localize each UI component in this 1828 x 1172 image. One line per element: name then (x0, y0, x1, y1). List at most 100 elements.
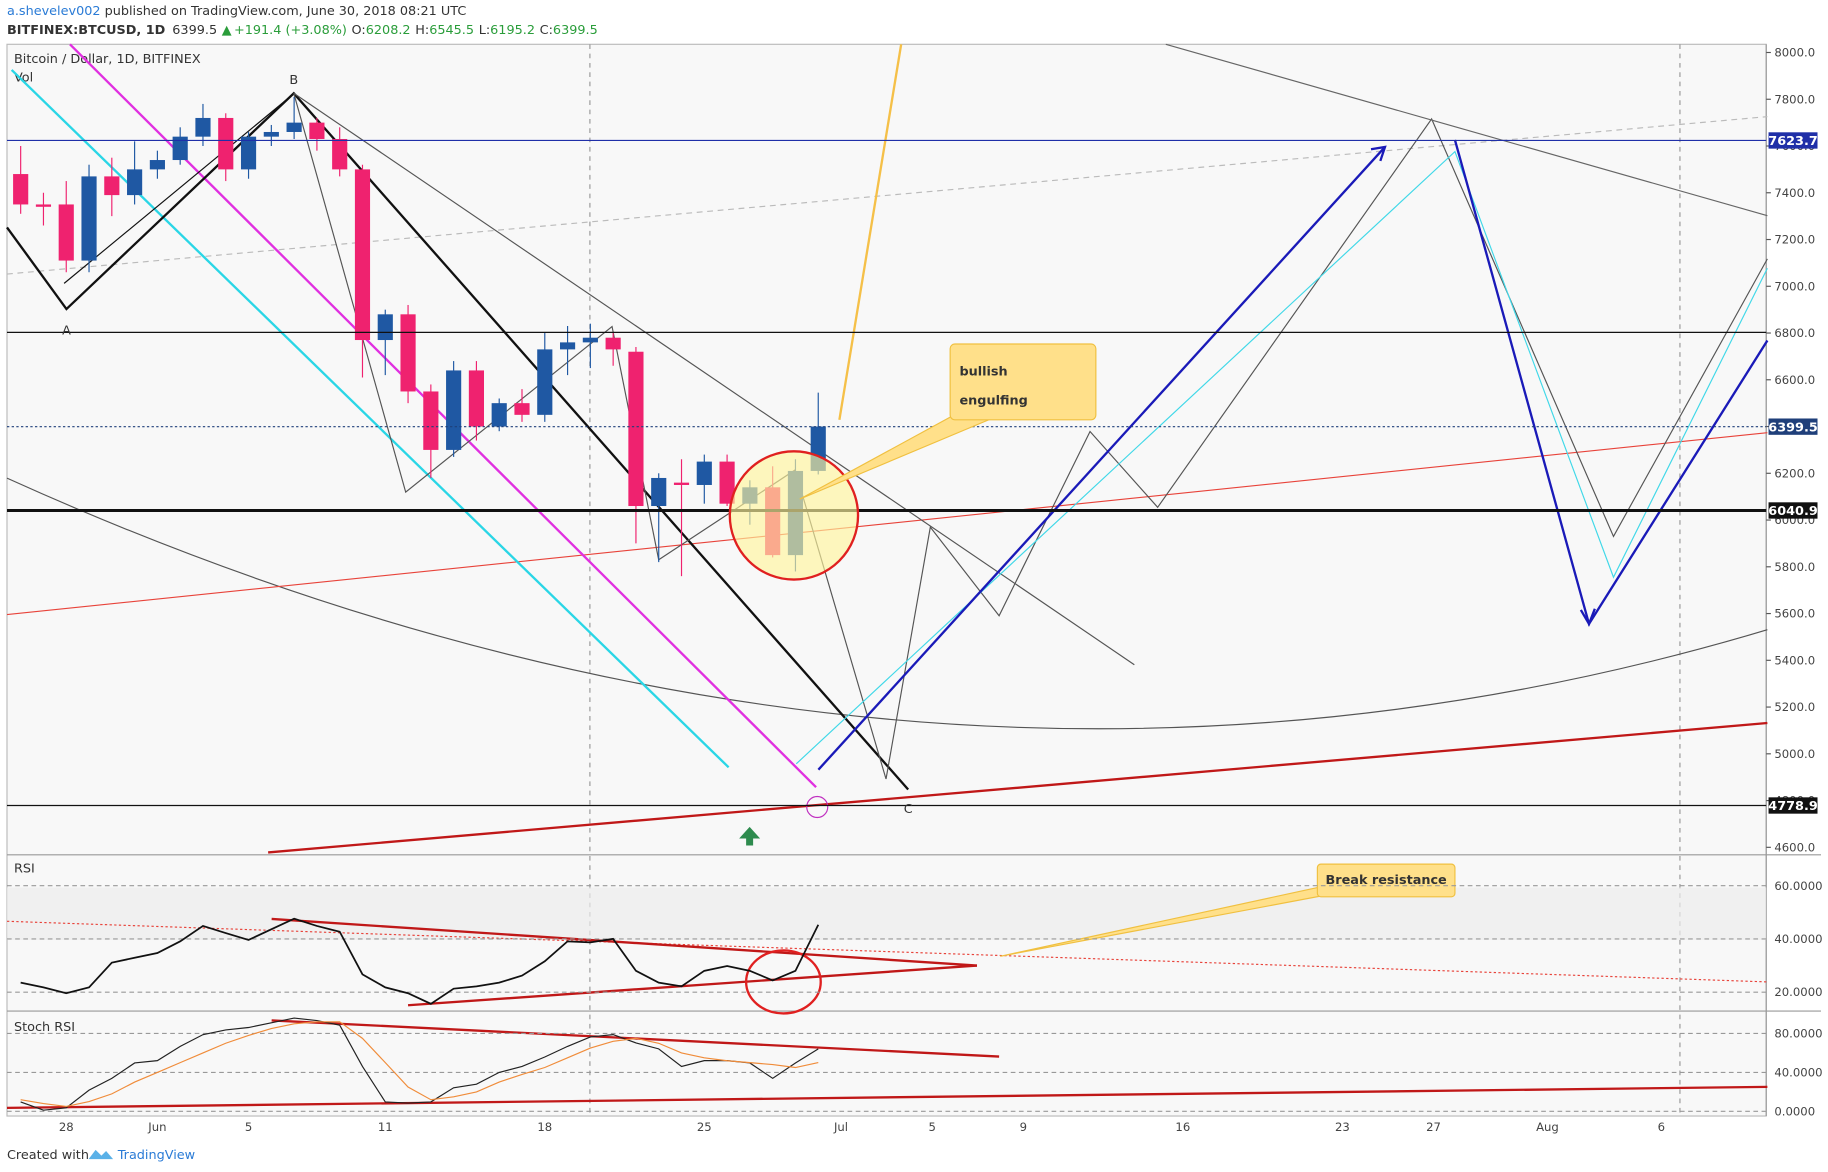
indicator-layer (6, 885, 1767, 1112)
candle-body (673, 482, 690, 485)
support-trend (268, 721, 1768, 854)
c-label: C: (540, 23, 553, 38)
y-tick-label: 6200.0 (1774, 466, 1815, 480)
wave-label: C (904, 802, 913, 817)
y-tick-label: 7400.0 (1774, 186, 1815, 200)
footer-text: Created with (7, 1148, 89, 1163)
callout-box (1316, 863, 1456, 898)
candle-body (286, 122, 302, 132)
close: 6399.5 (553, 23, 598, 38)
rsi-line (20, 917, 820, 1005)
logo[interactable] (88, 1149, 114, 1160)
symbol: BITFINEX:BTCUSD, 1D (7, 23, 165, 38)
candle-body (582, 337, 598, 343)
wave-label: A (62, 324, 71, 339)
footer-brand[interactable]: TradingView (117, 1148, 195, 1163)
y-tick-label: 80.0000 (1774, 1027, 1822, 1041)
stoch-line (20, 1017, 819, 1111)
up-arrow: ▲ (222, 23, 232, 38)
x-tick-label: 28 (59, 1120, 74, 1134)
abc-pattern (6, 91, 910, 791)
candle-body (149, 160, 165, 170)
y-tick-label: 60.0000 (1774, 879, 1822, 893)
red-trend (6, 432, 1768, 616)
stoch-line (20, 1021, 819, 1108)
abc-inner (63, 95, 292, 284)
x-tick-label: 5 (928, 1120, 935, 1134)
candle-body (127, 169, 143, 196)
pane-label: RSI (14, 861, 35, 876)
callout-text: Break resistance (1326, 873, 1448, 888)
header-line: a.shevelev002 published on TradingView.c… (7, 4, 466, 19)
candle-body (537, 349, 553, 415)
drawings (6, 43, 1769, 854)
candle-body (514, 403, 530, 415)
candle-body (400, 314, 416, 392)
x-tick-label: 16 (1175, 1120, 1190, 1134)
x-tick-label: 9 (1020, 1120, 1027, 1134)
rsi-support (407, 964, 978, 1007)
y-tick-label: 20.0000 (1774, 985, 1822, 999)
l-label: L: (479, 23, 490, 38)
price-label-box (1768, 418, 1818, 435)
rsi-resistance (271, 917, 978, 967)
cyan-projection (795, 150, 1768, 765)
price-label: 7623.7 (1768, 134, 1817, 149)
candle-body (58, 204, 74, 261)
y-tick-label: 7800.0 (1774, 92, 1815, 106)
quote-line: BITFINEX:BTCUSD, 1D 6399.5 ▲ +191.4 (+3.08%… (7, 23, 598, 38)
y-tick-label: 6800.0 (1774, 326, 1815, 340)
y-tick-label: 5800.0 (1774, 560, 1815, 574)
change: +191.4 (+3.08%) (234, 23, 347, 38)
y-tick-label: 40.0000 (1774, 1065, 1822, 1079)
y-tick-label: 0.0000 (1774, 1104, 1815, 1118)
candle-body (195, 117, 211, 137)
y-tick-label: 7200.0 (1774, 233, 1815, 247)
candle-body (696, 461, 712, 485)
candle-body (719, 461, 735, 504)
arrow-head (1579, 608, 1596, 627)
candle-body (628, 351, 644, 507)
high: 6545.5 (429, 23, 474, 38)
open: 6208.2 (366, 23, 411, 38)
price-label-box (1768, 797, 1818, 814)
rsi-band (6, 887, 1767, 940)
orange-line (838, 44, 903, 421)
x-tick-label: 6 (1658, 1120, 1665, 1134)
price-label: 6399.5 (1768, 420, 1818, 435)
blue-projection (817, 146, 1386, 771)
resistance-trend (293, 92, 1135, 666)
y-tick-label: 8000.0 (1774, 46, 1815, 60)
candle-body (309, 122, 325, 139)
candle-body (332, 138, 348, 170)
author: a.shevelev002 (7, 4, 101, 19)
candle-body (104, 176, 120, 196)
upper-trend (1165, 43, 1768, 217)
y-tick-label: 5400.0 (1774, 653, 1815, 667)
candle-body (13, 174, 29, 205)
last: 6399.5 (172, 23, 217, 38)
legend-vol: Vol (14, 71, 33, 86)
callout-box (949, 343, 1097, 421)
callout-text: engulfing (959, 394, 1027, 409)
o-label: O: (352, 23, 366, 38)
candle-body (651, 477, 667, 507)
y-tick-label: 4600.0 (1774, 840, 1815, 854)
price-label: 6040.9 (1768, 504, 1818, 519)
y-tick-label: 40.0000 (1774, 932, 1822, 946)
x-tick-label: 23 (1335, 1120, 1350, 1134)
x-tick-label: Aug (1536, 1120, 1559, 1134)
x-tick-label: 11 (378, 1120, 393, 1134)
low: 6195.2 (490, 23, 535, 38)
candle-body (491, 403, 507, 427)
candle-body (377, 314, 393, 341)
stoch-support (6, 1085, 1768, 1110)
candle-body (605, 337, 621, 350)
y-tick-label: 5200.0 (1774, 700, 1815, 714)
projection-zigzag (293, 93, 1768, 780)
price-label: 4778.9 (1768, 799, 1818, 814)
x-tick-label: 18 (537, 1120, 552, 1134)
candle-body (423, 391, 439, 450)
